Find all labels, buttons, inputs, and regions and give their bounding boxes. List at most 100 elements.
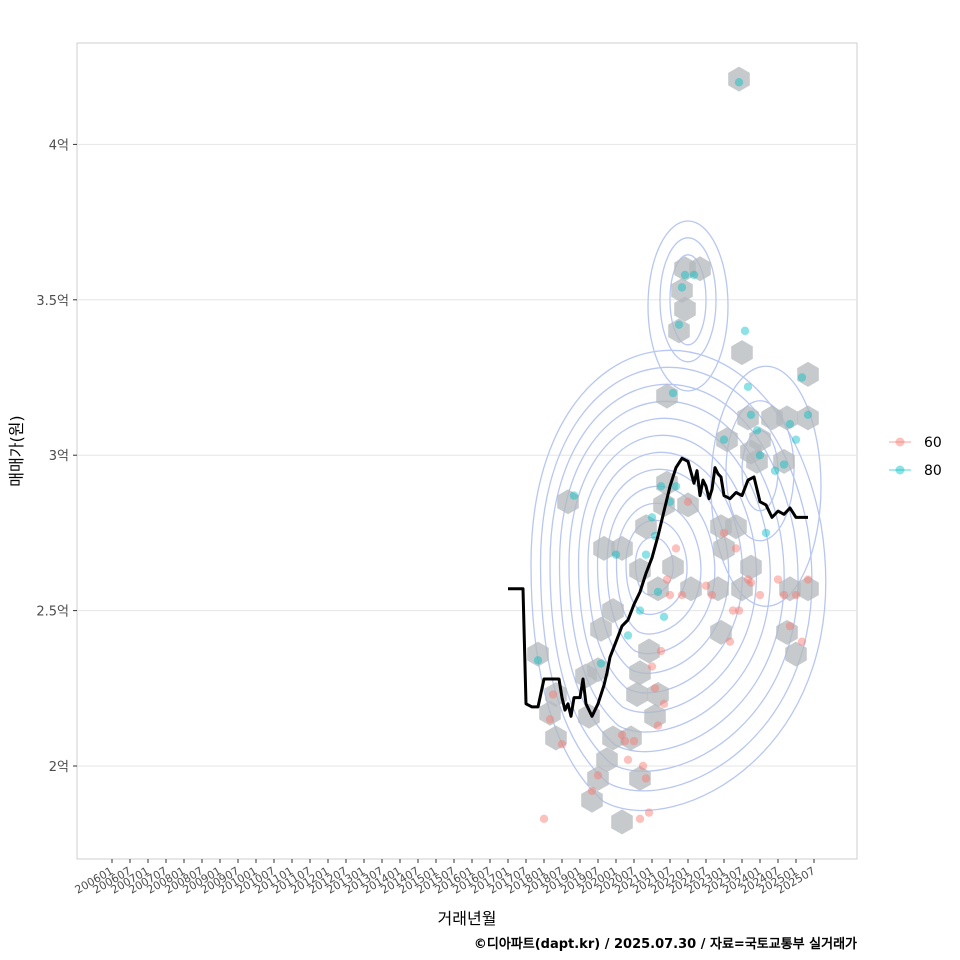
hexbin-cell [629,765,651,791]
point-series-60 [803,575,813,584]
hexbin-cell [728,66,750,92]
hexbin-cell [713,535,735,561]
hexbin-cell [716,427,738,453]
point-series-80 [569,491,579,500]
point-series-80 [752,426,762,435]
hexbin-cell [662,554,684,580]
point-series-60 [629,736,639,746]
point-series-80 [797,373,807,382]
hexbin-cell [710,619,732,645]
point-series-80 [803,410,813,419]
point-series-60 [539,814,549,824]
y-tick-label: 2.5억 [36,605,69,620]
point-series-60 [653,721,663,730]
point-series-80 [623,631,633,640]
point-series-60 [641,774,651,783]
point-series-60 [743,575,753,584]
point-series-60 [647,662,657,671]
point-series-60 [707,590,717,600]
hexbin-cell [647,576,669,602]
point-series-80 [647,513,657,522]
hexbin-cell [626,682,648,707]
point-series-60 [620,736,630,746]
point-series-60 [671,544,681,553]
point-series-60 [635,814,645,824]
point-series-80 [596,659,606,668]
point-series-80 [674,320,684,329]
y-axis: 2억 2.5억 3억 3.5억 4억 [36,138,77,775]
point-series-60 [701,581,711,590]
hexbin-cell [545,725,567,751]
point-series-80 [668,388,678,398]
hexbin-cell [602,725,624,751]
hexbin-cell [797,576,819,602]
legend-key-point [895,437,905,447]
hexbin-cell [776,619,798,645]
hexbin-cell [689,256,711,282]
trend-line-layer [508,456,808,718]
point-series-80 [656,482,666,491]
legend: 60 80 [889,435,942,479]
hexbin-cell [611,535,633,561]
point-series-60 [545,715,555,724]
trend-line [508,456,808,718]
hexbin-cell [635,514,657,540]
point-series-60 [773,575,783,584]
point-series-60 [728,606,738,615]
plot-panel [76,42,858,860]
hexbin-cell [644,703,666,729]
point-series-60 [677,590,687,600]
hexbin-cell [797,361,819,387]
hexbin-cell [776,405,798,431]
hexbin-cell [581,787,603,813]
point-series-80 [677,283,687,292]
point-series-60 [557,740,567,749]
hexbin-cell [671,278,693,303]
point-series-80 [635,606,645,615]
hexbin-cell [674,296,696,322]
point-series-60 [638,761,648,771]
caption: ©디아파트(dapt.kr) / 2025.07.30 / 자료=국토교통부 실… [474,936,857,952]
point-series-80 [689,270,699,280]
hexbin-cell [731,340,753,366]
point-series-60 [662,575,672,584]
point-series-80 [680,270,690,280]
point-series-80 [719,435,729,444]
hexbin-cell [539,700,561,726]
hexbin-cell [749,427,771,453]
hexbin-cell [590,616,612,642]
point-series-80 [740,326,750,336]
point-series-60 [746,578,756,587]
y-tick-label: 2억 [49,760,69,775]
point-series-60 [797,637,807,646]
point-series-60 [755,590,765,600]
hexbin-cell [638,638,660,664]
hexbin-cell [731,576,753,602]
point-series-60 [593,771,603,780]
point-series-60 [587,786,597,796]
hexbin-cell [527,641,549,667]
scatter-points [533,78,813,824]
x-axis-title: 거래년월 [438,909,497,928]
point-series-60 [731,544,741,553]
hexbin-cell [677,492,699,518]
hexbin-cell [668,318,690,344]
density-contour [647,220,729,392]
hexbin-cell [647,682,669,707]
point-series-60 [659,699,669,709]
hexbin-cell [611,809,633,835]
hexbin-cell [629,660,651,686]
point-series-80 [791,435,801,444]
hexbin-cell [587,765,609,791]
y-tick-label: 4억 [49,138,69,153]
hexbin-cell [725,514,747,540]
hexbin-cell [737,405,759,431]
point-series-80 [653,587,663,597]
point-series-60 [644,808,654,817]
hexbin-cell [740,554,762,580]
point-series-60 [683,497,693,507]
point-series-60 [548,690,558,699]
hexbin-cell [587,657,609,683]
hexbin-cell [707,576,729,602]
